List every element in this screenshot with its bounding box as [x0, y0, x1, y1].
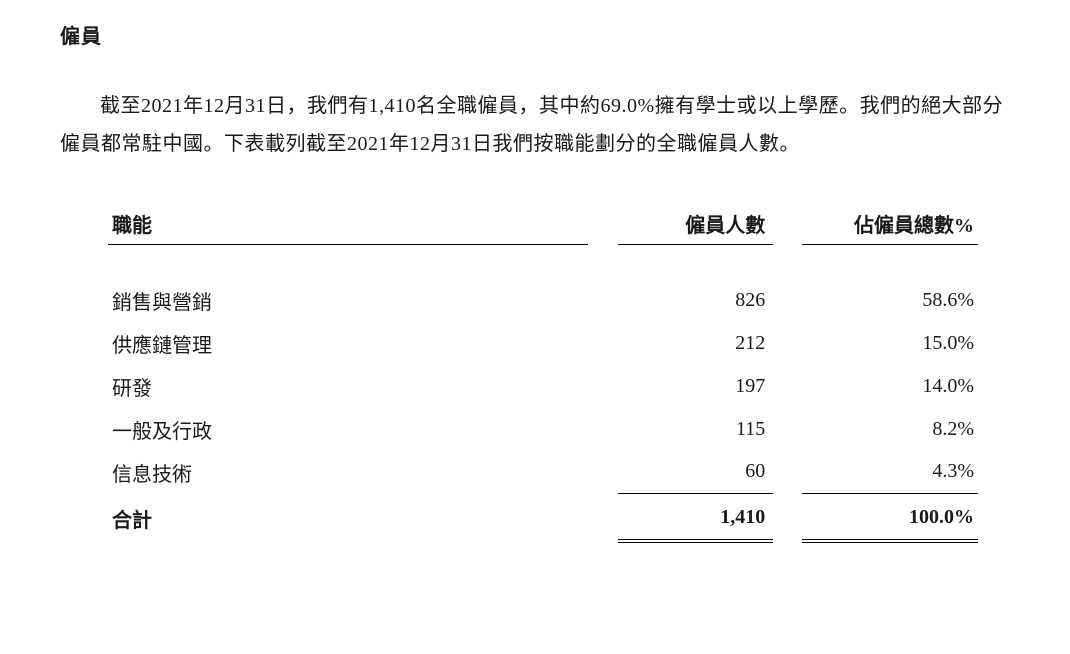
cell-count: 115 [618, 408, 774, 451]
cell-function: 銷售與營銷 [108, 279, 588, 322]
total-count: 1,410 [618, 494, 774, 541]
table-row: 研發 197 14.0% [108, 365, 978, 408]
body-paragraph: 截至2021年12月31日，我們有1,410名全職僱員，其中約69.0%擁有學士… [60, 87, 1010, 163]
cell-gap [588, 322, 617, 365]
table-row: 一般及行政 115 8.2% [108, 408, 978, 451]
table-header-row: 職能 僱員人數 佔僱員總數% [108, 203, 978, 245]
total-pct: 100.0% [802, 494, 978, 541]
table-row: 銷售與營銷 826 58.6% [108, 279, 978, 322]
cell-function: 供應鏈管理 [108, 322, 588, 365]
cell-count: 212 [618, 322, 774, 365]
header-gap [773, 203, 802, 245]
cell-count: 197 [618, 365, 774, 408]
cell-pct: 15.0% [802, 322, 978, 365]
cell-gap [588, 365, 617, 408]
cell-gap [588, 279, 617, 322]
header-pct: 佔僱員總數% [802, 203, 978, 245]
table-row: 信息技術 60 4.3% [108, 451, 978, 494]
cell-function: 一般及行政 [108, 408, 588, 451]
cell-gap [588, 494, 617, 541]
table-total-row: 合計 1,410 100.0% [108, 494, 978, 541]
header-gap [588, 203, 617, 245]
header-function: 職能 [108, 203, 588, 245]
cell-gap [773, 322, 802, 365]
table-row: 供應鏈管理 212 15.0% [108, 322, 978, 365]
cell-function: 研發 [108, 365, 588, 408]
cell-gap [773, 365, 802, 408]
cell-gap [773, 279, 802, 322]
total-function: 合計 [108, 494, 588, 541]
cell-gap [773, 494, 802, 541]
cell-count: 826 [618, 279, 774, 322]
cell-function: 信息技術 [108, 451, 588, 494]
cell-gap [588, 451, 617, 494]
header-count: 僱員人數 [618, 203, 774, 245]
cell-pct: 4.3% [802, 451, 978, 494]
cell-pct: 58.6% [802, 279, 978, 322]
cell-pct: 8.2% [802, 408, 978, 451]
cell-gap [773, 408, 802, 451]
spacer-row [108, 245, 978, 279]
employee-table: 職能 僱員人數 佔僱員總數% 銷售與營銷 826 58.6% 供應鏈管理 212… [108, 203, 978, 543]
cell-pct: 14.0% [802, 365, 978, 408]
cell-gap [588, 408, 617, 451]
section-title: 僱員 [60, 20, 1010, 49]
cell-gap [773, 451, 802, 494]
cell-count: 60 [618, 451, 774, 494]
